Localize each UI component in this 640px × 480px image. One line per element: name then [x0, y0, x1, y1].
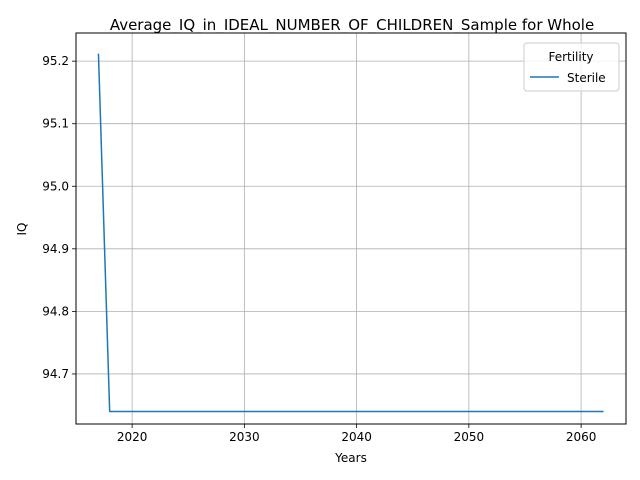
plot-frame: [75, 32, 627, 425]
y-axis: 94.7 94.8 94.9 95.0 95.1 95.2: [42, 54, 76, 381]
grid: [76, 33, 626, 424]
chart-title: Average_IQ_in_IDEAL_NUMBER_OF_CHILDREN_S…: [110, 16, 594, 35]
x-tick-label: 2050: [454, 430, 485, 444]
legend-box: [523, 42, 620, 92]
x-tick-label: 2020: [117, 430, 148, 444]
legend-label-sterile: Sterile: [567, 71, 606, 85]
series-layer: [97, 53, 604, 413]
x-tick-label: 2060: [566, 430, 597, 444]
x-axis: 2020 2030 2040 2050 2060: [117, 424, 597, 444]
x-tick-label: 2040: [341, 430, 372, 444]
series-line-sterile: [97, 53, 604, 413]
x-tick-label: 2030: [229, 430, 260, 444]
y-tick-label: 95.2: [42, 54, 69, 68]
legend-title: Fertility: [548, 50, 593, 64]
y-tick-label: 95.1: [42, 117, 69, 131]
y-tick-label: 94.9: [42, 242, 69, 256]
y-axis-label: IQ: [15, 223, 29, 236]
y-tick-label: 94.7: [42, 367, 69, 381]
x-axis-label: Years: [334, 451, 367, 465]
y-tick-label: 95.0: [42, 179, 69, 193]
y-tick-label: 94.8: [42, 304, 69, 318]
legend: Fertility Sterile: [523, 42, 620, 92]
